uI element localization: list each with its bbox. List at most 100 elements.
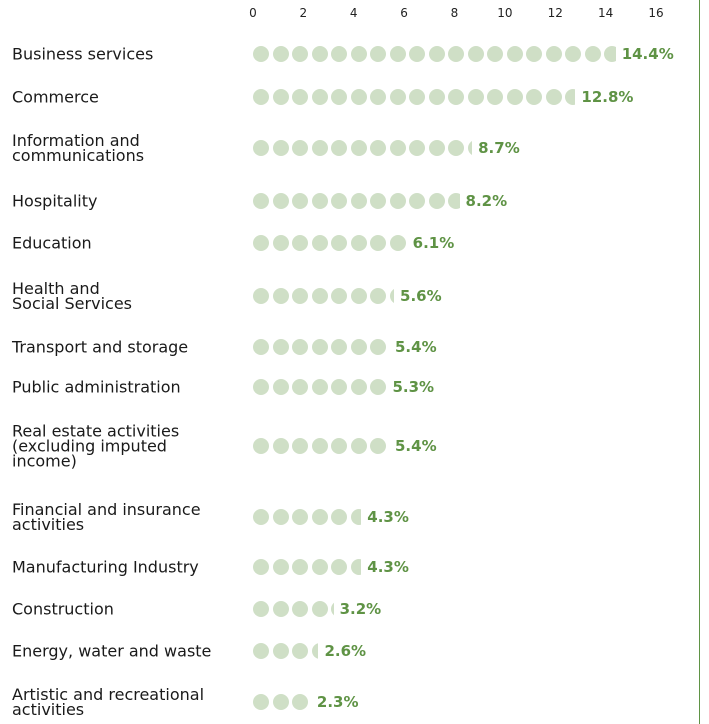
dot — [311, 235, 328, 251]
dot — [253, 89, 269, 105]
dot — [526, 89, 542, 105]
dot — [526, 46, 542, 62]
dot — [428, 140, 445, 156]
value-label: 3.2% — [339, 600, 382, 618]
value-label: 5.4% — [395, 338, 437, 356]
dot — [428, 46, 445, 62]
dot — [292, 46, 308, 62]
category-label: Manufacturing Industry — [12, 557, 199, 577]
dot-bar — [253, 45, 616, 63]
dot — [428, 89, 445, 105]
dot — [253, 643, 269, 659]
dot — [311, 643, 319, 659]
value-label: 2.3% — [316, 693, 359, 711]
dot — [272, 89, 289, 105]
dot — [448, 89, 464, 105]
dot — [350, 438, 367, 454]
value-label: 5.6% — [400, 287, 442, 305]
dot — [331, 438, 347, 454]
dot — [253, 140, 269, 156]
dot — [350, 89, 367, 105]
dot — [331, 288, 347, 304]
dot — [350, 559, 362, 575]
dot — [331, 46, 347, 62]
dot-bar — [253, 558, 362, 576]
dot — [311, 559, 328, 575]
dot-bar — [253, 378, 386, 396]
category-label: Commerce — [12, 87, 99, 107]
dot — [331, 379, 347, 395]
dot — [253, 509, 269, 525]
dot — [448, 46, 464, 62]
dot — [292, 339, 308, 355]
dot — [272, 288, 289, 304]
x-tick-label: 16 — [648, 6, 664, 20]
value-label: 6.1% — [412, 234, 455, 252]
dot-bar — [253, 437, 389, 455]
x-tick-label: 12 — [547, 6, 563, 20]
dot — [311, 46, 328, 62]
dot — [272, 643, 289, 659]
dot — [253, 339, 269, 355]
value-label: 12.8% — [581, 88, 634, 106]
category-label: Hospitality — [12, 191, 98, 211]
dot — [467, 46, 484, 62]
x-tick-label: 8 — [450, 6, 459, 20]
dot-bar — [253, 139, 473, 157]
dot — [311, 601, 328, 617]
dot-bar — [253, 693, 311, 711]
dot-bar — [253, 338, 389, 356]
x-tick-label: 14 — [597, 6, 614, 20]
dot — [292, 509, 308, 525]
dot — [506, 46, 523, 62]
dot — [272, 46, 289, 62]
dot-bar — [253, 88, 576, 106]
dot — [253, 559, 269, 575]
category-label: Health and Social Services — [12, 279, 132, 313]
dot — [272, 235, 289, 251]
dot — [311, 288, 328, 304]
dot — [467, 89, 484, 105]
dot — [292, 643, 308, 659]
value-label: 4.3% — [367, 558, 409, 576]
dot-bar — [253, 642, 319, 660]
dot — [350, 379, 367, 395]
dot — [370, 46, 386, 62]
value-label: 8.2% — [465, 192, 508, 210]
dot — [487, 89, 503, 105]
dot — [545, 46, 562, 62]
dot — [292, 694, 308, 710]
dot — [272, 438, 289, 454]
dot — [253, 193, 269, 209]
dot — [292, 288, 308, 304]
dot — [292, 89, 308, 105]
value-label: 8.7% — [478, 139, 520, 157]
category-label: Real estate activities (excluding impute… — [12, 421, 180, 471]
dot — [331, 601, 334, 617]
dot — [350, 339, 367, 355]
x-tick-label: 2 — [299, 6, 308, 20]
dot — [311, 89, 328, 105]
dot — [331, 509, 347, 525]
dot-bar — [253, 600, 334, 618]
dot — [331, 559, 347, 575]
value-label: 5.4% — [395, 437, 437, 455]
value-label: 4.3% — [367, 508, 409, 526]
dot — [584, 46, 601, 62]
category-label: Construction — [12, 599, 114, 619]
dot — [350, 193, 367, 209]
dot — [370, 193, 386, 209]
dot — [331, 339, 347, 355]
dot — [370, 235, 386, 251]
dot — [409, 140, 425, 156]
dot — [370, 339, 386, 355]
dot — [311, 509, 328, 525]
dot — [409, 46, 425, 62]
dot — [370, 379, 386, 395]
dot-bar — [253, 192, 460, 210]
dot — [253, 694, 269, 710]
category-label: Artistic and recreational activities — [12, 685, 205, 719]
value-label: 5.3% — [392, 378, 435, 396]
dot — [311, 193, 328, 209]
dot — [292, 601, 308, 617]
